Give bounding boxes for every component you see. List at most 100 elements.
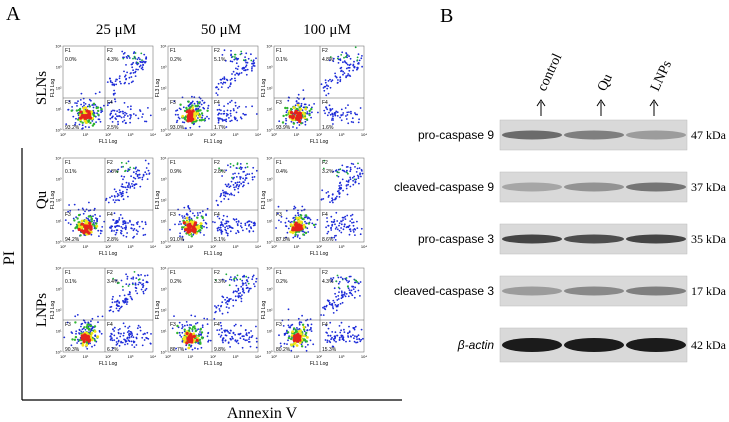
- scatter-dot: [146, 274, 149, 277]
- scatter-dot: [74, 321, 77, 324]
- scatter-dot: [289, 221, 292, 224]
- scatter-dot: [237, 231, 240, 234]
- scatter-dot: [222, 337, 225, 340]
- scatter-dot: [230, 49, 232, 52]
- quadrant-percent: 8.6%: [322, 237, 334, 243]
- scatter-dot: [333, 339, 336, 342]
- scatter-dot: [301, 323, 305, 326]
- scatter-dot: [124, 221, 127, 224]
- scatter-dot: [221, 77, 224, 80]
- scatter-dot: [96, 218, 99, 220]
- scatter-dot: [245, 332, 248, 335]
- scatter-dot: [313, 103, 315, 105]
- scatter-dot: [239, 178, 242, 180]
- scatter-dot: [334, 336, 337, 339]
- scatter-dot: [251, 105, 254, 108]
- scatter-dot: [220, 169, 223, 172]
- scatter-dot: [233, 188, 236, 191]
- scatter-dot: [284, 106, 287, 110]
- scatter-dot: [130, 331, 133, 334]
- scatter-dot: [111, 116, 113, 119]
- scatter-dot: [309, 339, 312, 342]
- scatter-dot: [233, 280, 236, 282]
- scatter-dot: [215, 92, 218, 94]
- x-tick-label: 10¹: [188, 132, 194, 137]
- scatter-dot: [91, 120, 94, 122]
- scatter-dot: [220, 223, 222, 226]
- scatter-dot: [110, 225, 113, 228]
- scatter-dot: [135, 290, 137, 292]
- scatter-dot: [255, 113, 258, 115]
- scatter-dot: [251, 172, 254, 175]
- scatter-dot: [191, 121, 194, 125]
- scatter-dot: [108, 102, 110, 104]
- quadrant-name: F2: [214, 270, 220, 276]
- scatter-dot: [340, 231, 343, 234]
- scatter-dot: [337, 282, 340, 285]
- scatter-dot: [336, 195, 338, 198]
- scatter-dot: [99, 232, 102, 235]
- scatter-dot: [106, 104, 109, 107]
- scatter-dot: [215, 279, 217, 281]
- scatter-dot: [143, 53, 146, 56]
- scatter-dot: [121, 120, 124, 123]
- scatter-dot: [181, 114, 185, 118]
- scatter-dot: [110, 101, 113, 103]
- plot-y-label: FL3 Log: [50, 191, 56, 210]
- scatter-dot: [136, 61, 139, 64]
- scatter-dot: [136, 327, 139, 330]
- scatter-dot: [193, 96, 196, 99]
- scatter-dot: [325, 324, 328, 327]
- x-tick-label: 10¹: [188, 354, 194, 359]
- scatter-dot: [93, 344, 96, 347]
- scatter-dot: [218, 217, 221, 220]
- scatter-dot: [340, 223, 343, 226]
- scatter-dot: [234, 74, 237, 76]
- scatter-dot: [241, 282, 244, 284]
- scatter-dot: [295, 100, 298, 102]
- scatter-dot: [307, 216, 309, 219]
- scatter-dot: [132, 171, 135, 174]
- scatter-dot: [115, 199, 117, 202]
- scatter-dot: [127, 333, 130, 335]
- x-tick-label: 10⁰: [60, 354, 66, 359]
- scatter-dot: [229, 329, 232, 332]
- flow-plot: F10.4%F23.2%F387.8%F48.6%10⁰10⁰10¹10¹10²…: [261, 156, 367, 258]
- scatter-dot: [132, 276, 135, 279]
- quadrant-name: F2: [322, 48, 328, 54]
- scatter-dot: [323, 305, 326, 308]
- scatter-dot: [142, 284, 145, 287]
- quadrant-name: F1: [170, 270, 176, 276]
- y-tick-label: 10²: [267, 86, 273, 91]
- scatter-dot: [237, 292, 240, 295]
- scatter-dot: [68, 204, 70, 206]
- scatter-dot: [231, 335, 233, 338]
- scatter-dot: [294, 329, 298, 332]
- scatter-dot: [352, 229, 355, 231]
- scatter-dot: [355, 178, 357, 181]
- scatter-dot: [351, 294, 354, 297]
- scatter-dot: [132, 69, 135, 72]
- scatter-dot: [76, 105, 78, 107]
- scatter-dot: [352, 69, 354, 72]
- scatter-dot: [111, 337, 113, 339]
- quadrant-name: F2: [107, 48, 113, 54]
- scatter-dot: [127, 195, 129, 198]
- scatter-dot: [114, 98, 116, 101]
- scatter-dot: [349, 228, 352, 231]
- scatter-dot: [135, 68, 138, 71]
- scatter-dot: [218, 308, 221, 310]
- scatter-dot: [198, 338, 202, 341]
- scatter-dot: [220, 304, 223, 307]
- scatter-dot: [126, 278, 129, 280]
- protein-band: [626, 130, 686, 140]
- quadrant-name: F3: [276, 100, 282, 106]
- scatter-dot: [94, 92, 97, 95]
- scatter-dot: [221, 83, 224, 85]
- scatter-dot: [234, 101, 237, 104]
- x-tick-label: 10⁴: [150, 354, 156, 359]
- scatter-dot: [326, 339, 329, 342]
- scatter-dot: [124, 186, 127, 189]
- scatter-dot: [248, 223, 251, 226]
- plot-y-label: FL3 Log: [261, 191, 267, 210]
